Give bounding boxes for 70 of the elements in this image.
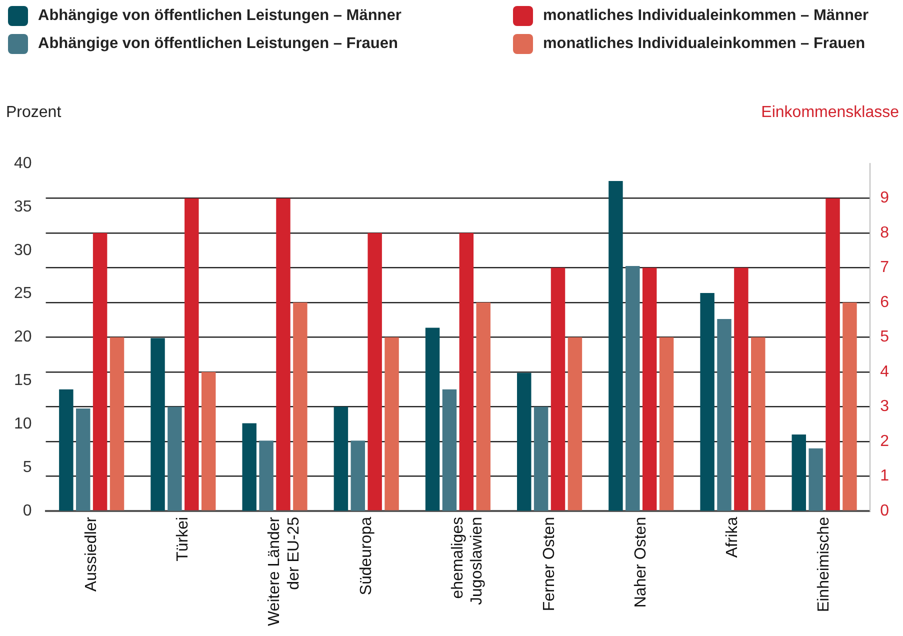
bar	[842, 302, 857, 510]
y2-tick-label: 5	[880, 328, 890, 346]
y-tick-label: 0	[22, 502, 32, 520]
bar	[76, 408, 90, 511]
x-tick-label: Naher Osten	[632, 516, 650, 608]
bar	[150, 338, 165, 511]
bar	[659, 337, 674, 510]
y2-tick-label: 7	[880, 259, 890, 276]
bar	[442, 389, 457, 511]
y2-tick-label: 8	[880, 224, 890, 242]
bar	[293, 302, 308, 510]
bar	[717, 319, 732, 511]
bar	[168, 406, 182, 511]
y-axis-title: Prozent	[6, 104, 62, 122]
y-tick-label: 35	[14, 198, 32, 216]
bar	[626, 266, 640, 511]
bar	[792, 434, 806, 511]
bar	[425, 328, 440, 511]
bar	[550, 268, 566, 510]
y-tick-label: 15	[14, 372, 32, 390]
bar	[184, 198, 199, 510]
bar	[110, 337, 124, 510]
bar	[517, 372, 532, 511]
bar	[59, 389, 74, 511]
y2-tick-label: 6	[880, 294, 890, 311]
legend-label: Abhängige von öffentlichen Leistungen – Männer	[38, 7, 402, 25]
bar	[368, 233, 382, 510]
y-tick-label: 25	[14, 285, 32, 302]
bar	[734, 268, 748, 510]
bar	[459, 233, 474, 510]
bar	[334, 406, 348, 511]
y2-tick-label: 4	[880, 363, 890, 380]
bar	[276, 198, 290, 510]
bar	[700, 292, 714, 511]
bar	[808, 448, 823, 511]
bar	[350, 440, 366, 511]
legend-label: Abhängige von öffentlichen Leistungen – Frauen	[38, 35, 398, 53]
x-tick-label: Südeuropa	[358, 516, 375, 596]
x-tick-label: Afrika	[724, 516, 742, 558]
y-tick-label: 40	[14, 155, 32, 172]
y2-axis-title: Einkommensklasse	[761, 104, 899, 122]
bar	[92, 233, 108, 510]
y2-tick-label: 1	[880, 468, 890, 485]
x-tick-label: ehemaliges Jugoslawien	[449, 516, 486, 605]
bar	[751, 337, 766, 510]
bar	[568, 337, 582, 510]
bar	[242, 423, 256, 511]
x-tick-label: Ferner Osten	[540, 516, 558, 612]
bar	[384, 337, 399, 510]
bar	[826, 198, 840, 510]
bar	[642, 268, 657, 510]
y2-tick-label: 2	[880, 432, 890, 450]
x-tick-label: Weitere Länder der EU-25	[266, 516, 302, 626]
y-tick-label: 10	[14, 415, 32, 432]
legend-label: monatliches Individualeinkommen – Frauen	[543, 35, 866, 53]
y2-tick-label: 0	[880, 502, 890, 520]
y-tick-label: 30	[14, 242, 32, 259]
legend-label: monatliches Individualeinkommen – Männer	[543, 7, 869, 25]
y-tick-label: 20	[14, 328, 32, 346]
bar	[608, 180, 623, 511]
x-tick-label: Einheimische	[816, 516, 833, 612]
bar	[259, 440, 274, 511]
bar	[201, 372, 216, 510]
x-tick-label: Türkei	[174, 516, 192, 562]
bar	[476, 302, 490, 510]
bar	[534, 406, 548, 511]
y2-tick-label: 9	[880, 190, 890, 207]
y2-tick-label: 3	[880, 398, 890, 416]
y-tick-label: 5	[22, 458, 32, 476]
x-tick-label: Aussiedler	[83, 516, 100, 592]
